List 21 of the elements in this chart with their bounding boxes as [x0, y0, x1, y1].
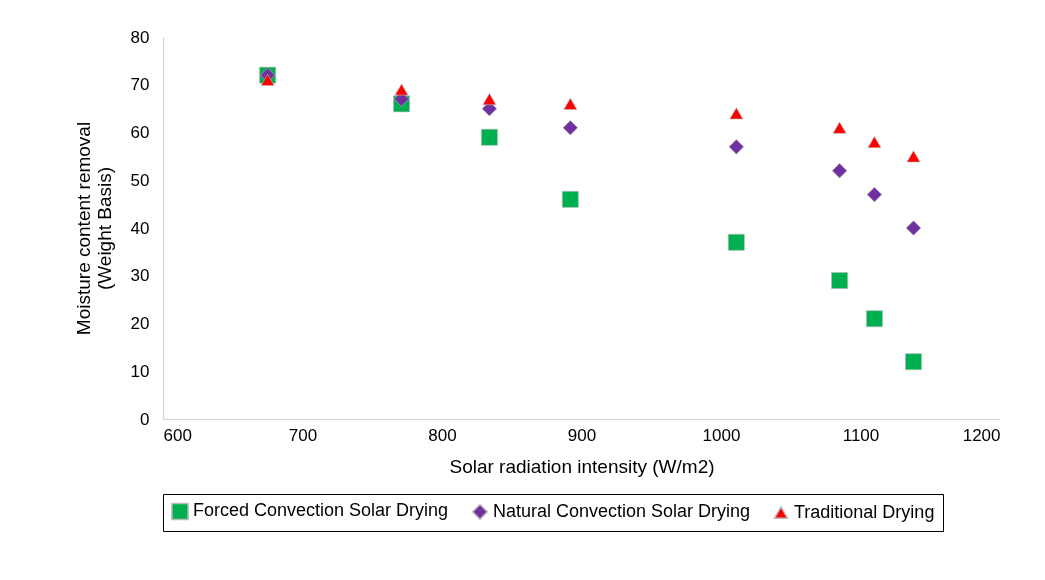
x-tick-label: 600: [163, 425, 192, 445]
legend-label: Forced Convection Solar Drying: [193, 500, 449, 521]
x-tick-label: 900: [567, 425, 597, 445]
y-tick-label: 40: [130, 218, 150, 238]
y-tick-label: 0: [140, 409, 150, 429]
x-tick-label: 1200: [962, 425, 1001, 445]
y-tick-label: 10: [130, 361, 150, 381]
y-tick-label: 20: [130, 314, 150, 333]
y-tick-label: 70: [130, 75, 150, 95]
x-tick-label: 1000: [702, 425, 741, 445]
x-tick-label: 700: [288, 425, 318, 445]
x-tick-label: 1100: [842, 425, 880, 445]
legend-label: Traditional Drying: [794, 501, 935, 522]
y-tick-label: 60: [130, 123, 150, 142]
y-tick-label: 50: [130, 170, 150, 190]
x-axis-title: Solar radiation intensity (W/m2): [449, 455, 715, 477]
y-tick-label: 80: [130, 27, 150, 47]
y-tick-label: 30: [130, 266, 150, 286]
legend-label: Natural Convection Solar Drying: [493, 500, 751, 521]
x-tick-label: 800: [428, 425, 457, 445]
y-axis-title: Moisture content removal (Weight Basis): [72, 121, 115, 336]
